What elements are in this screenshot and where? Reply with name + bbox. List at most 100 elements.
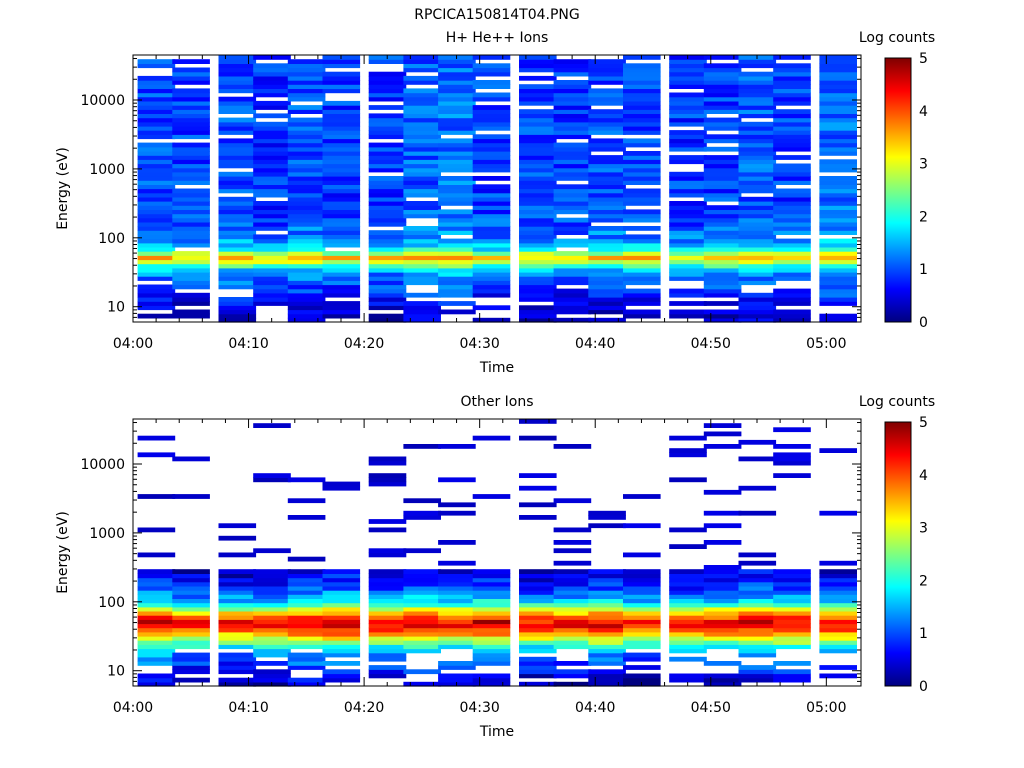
heatmap-cell [773, 288, 811, 294]
heatmap-cell [137, 623, 176, 629]
heatmap-cell [322, 159, 361, 165]
heatmap-cell [403, 92, 441, 98]
heatmap-cell [703, 259, 742, 265]
heatmap-cell [519, 640, 557, 645]
heatmap-cell [773, 590, 811, 595]
heatmap-cell [588, 590, 626, 595]
heatmap-cell [322, 271, 361, 277]
heatmap-cell [738, 138, 777, 144]
heatmap-cell [253, 92, 291, 98]
heatmap-cell [368, 598, 407, 604]
heatmap-cell [703, 125, 742, 131]
heatmap-cell [368, 631, 407, 637]
heatmap-cell [553, 67, 592, 73]
heatmap-cell [773, 444, 811, 449]
heatmap-cell [819, 635, 857, 641]
heatmap-cell [472, 631, 511, 637]
heatmap-cell [703, 167, 742, 173]
heatmap-cell [738, 581, 777, 587]
heatmap-cell [819, 142, 857, 148]
heatmap-cell [172, 188, 210, 194]
heatmap-cell [403, 263, 441, 269]
heatmap-cell [519, 134, 557, 140]
heatmap-cell [819, 71, 857, 77]
heatmap-cell [172, 205, 210, 210]
heatmap-cell [623, 209, 661, 215]
heatmap-cell [623, 594, 661, 599]
heatmap-cell [703, 196, 742, 202]
heatmap-cell [703, 238, 742, 244]
heatmap-cell [368, 648, 407, 654]
heatmap-cell [403, 159, 441, 165]
heatmap-cell [623, 196, 661, 202]
heatmap-cell [218, 159, 257, 165]
heatmap-cell [623, 581, 661, 587]
heatmap-cell [819, 184, 857, 190]
heatmap-cell [218, 615, 257, 620]
heatmap-cell [738, 75, 777, 81]
heatmap-cell [137, 100, 176, 106]
heatmap-cell [588, 288, 626, 294]
heatmap-cell [322, 602, 361, 608]
heatmap-cell [738, 88, 777, 94]
heatmap-cell [553, 606, 592, 612]
heatmap-cell [322, 217, 361, 223]
heatmap-cell [553, 627, 592, 633]
heatmap-cell [669, 201, 707, 206]
heatmap-cell [253, 585, 291, 591]
heatmap-cell [738, 456, 777, 462]
heatmap-cell [553, 92, 592, 98]
heatmap-cell [588, 121, 626, 127]
heatmap-cell [588, 180, 626, 185]
heatmap-cell [623, 677, 661, 683]
heatmap-cell [819, 75, 857, 81]
heatmap-cell [472, 246, 511, 252]
heatmap-cell [137, 171, 176, 177]
heatmap-cell [403, 251, 441, 256]
heatmap-cell [519, 121, 557, 127]
heatmap-cell [172, 619, 210, 625]
heatmap-cell [137, 452, 176, 458]
heatmap-cell [438, 121, 476, 127]
heatmap-cell [738, 297, 777, 302]
heatmap-cell [519, 594, 557, 599]
heatmap-cell [588, 623, 626, 629]
heatmap-cell [368, 134, 407, 140]
heatmap-cell [588, 652, 626, 658]
heatmap-cell [519, 96, 557, 102]
heatmap-cell [669, 677, 707, 683]
heatmap-cell [322, 192, 361, 198]
heatmap-cell [553, 176, 592, 181]
heatmap-cell [368, 644, 407, 650]
heatmap-cell [368, 142, 407, 148]
heatmap-cell [773, 71, 811, 77]
y-tick-label: 100 [98, 595, 125, 611]
heatmap-cell [519, 656, 557, 662]
heatmap-cell [819, 610, 857, 616]
heatmap-cell [472, 661, 511, 666]
heatmap-cell [588, 209, 626, 215]
heatmap-cell [368, 594, 407, 599]
heatmap-cell [368, 552, 407, 558]
heatmap-cell [819, 644, 857, 650]
heatmap-cell [172, 180, 210, 185]
heatmap-cell [438, 246, 476, 252]
heatmap-cell [137, 105, 176, 110]
heatmap-cell [403, 615, 441, 620]
heatmap-cell [172, 309, 210, 315]
heatmap-cell [368, 460, 407, 466]
heatmap-cell [172, 59, 210, 64]
heatmap-cell [403, 121, 441, 127]
heatmap-cell [623, 226, 661, 231]
heatmap-cell [588, 246, 626, 252]
heatmap-cell [403, 619, 441, 625]
heatmap-cell [253, 297, 291, 302]
heatmap-cell [738, 213, 777, 219]
heatmap-cell [253, 84, 291, 89]
heatmap-cell [287, 217, 326, 223]
heatmap-cell [703, 292, 742, 298]
heatmap-cell [322, 59, 361, 64]
heatmap-cell [253, 477, 291, 483]
heatmap-cell [819, 606, 857, 612]
heatmap-cell [669, 259, 707, 265]
